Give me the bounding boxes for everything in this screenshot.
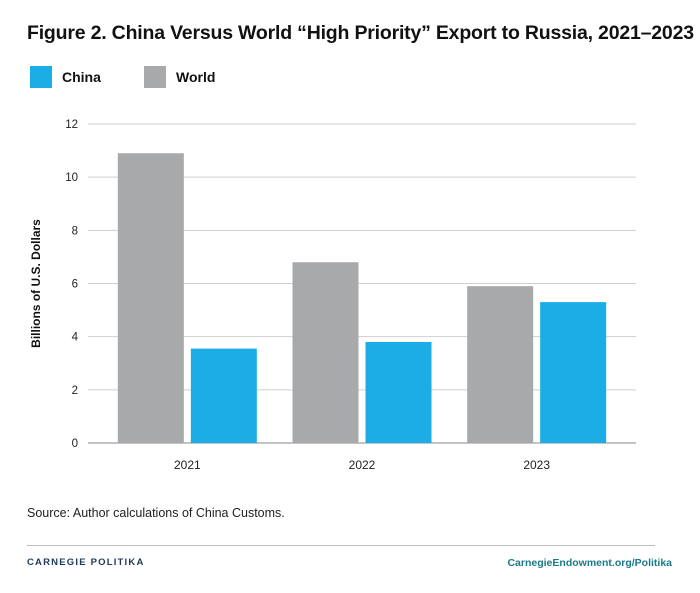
y-tick-label-4: 4 bbox=[72, 332, 79, 344]
legend-swatch-china bbox=[30, 66, 52, 88]
legend-label-world: World bbox=[176, 69, 216, 85]
bar-world-2021 bbox=[117, 153, 184, 443]
bar-chart: 0 2 4 6 8 10 12 Billions of U.S. Dollars 2021 202… bbox=[29, 119, 636, 472]
y-tick-label-10: 10 bbox=[65, 172, 78, 184]
y-tick-label-8: 8 bbox=[72, 225, 78, 237]
bar-world-2022 bbox=[292, 262, 359, 443]
y-tick-label-0: 0 bbox=[72, 438, 78, 450]
y-tick-label-6: 6 bbox=[72, 279, 78, 291]
bar-china-2023 bbox=[540, 302, 607, 443]
source-note: Source: Author calculations of China Cus… bbox=[27, 506, 285, 520]
y-axis-label: Billions of U.S. Dollars bbox=[29, 219, 43, 348]
bar-china-2022 bbox=[365, 341, 432, 443]
footer-divider bbox=[27, 545, 655, 546]
legend-item-china: China bbox=[30, 66, 101, 88]
y-tick-label-2: 2 bbox=[72, 385, 78, 397]
footer-url[interactable]: CarnegieEndowment.org/Politika bbox=[507, 557, 672, 569]
chart-title: Figure 2. China Versus World “High Prior… bbox=[27, 22, 694, 44]
x-tick-label-2022: 2022 bbox=[349, 458, 376, 472]
bar-china-2021 bbox=[190, 348, 257, 443]
x-tick-label-2021: 2021 bbox=[174, 458, 201, 472]
bar-world-2023 bbox=[467, 286, 534, 443]
footer-brand: CARNEGIE POLITIKA bbox=[27, 557, 145, 568]
x-tick-label-2023: 2023 bbox=[523, 458, 550, 472]
legend-item-world: World bbox=[144, 66, 215, 88]
legend-swatch-world bbox=[144, 66, 166, 88]
y-tick-label-12: 12 bbox=[65, 119, 78, 131]
legend-label-china: China bbox=[62, 69, 101, 85]
